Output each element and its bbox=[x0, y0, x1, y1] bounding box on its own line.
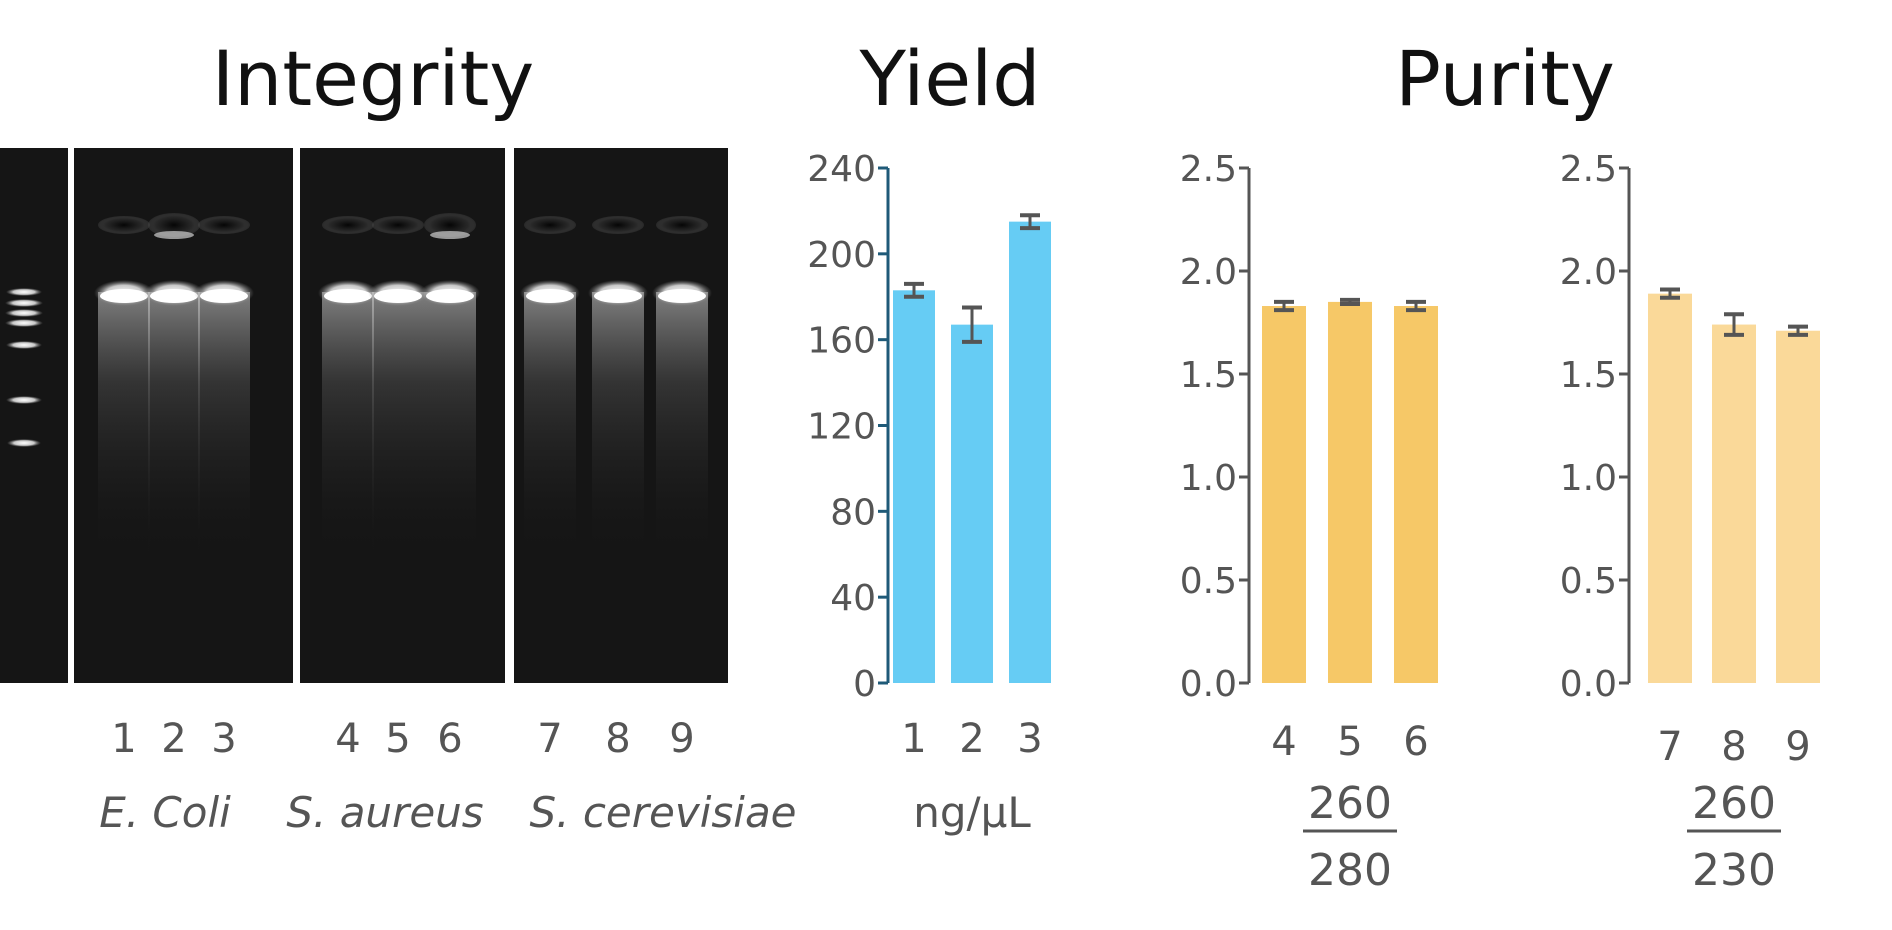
x-tick-label: 7 bbox=[1657, 724, 1682, 770]
gel-ladder-panel bbox=[0, 148, 68, 683]
error-bar bbox=[1340, 297, 1360, 306]
y-tick-label: 2.0 bbox=[1180, 252, 1237, 293]
y-tick-label: 2.5 bbox=[1560, 149, 1617, 190]
y-tick-label: 1.0 bbox=[1560, 458, 1617, 499]
error-bar bbox=[962, 305, 982, 344]
ratio-numerator: 260 bbox=[1308, 778, 1392, 829]
error-bar bbox=[1406, 299, 1426, 313]
purity-title: Purity bbox=[1395, 34, 1615, 123]
gel-lane bbox=[194, 216, 254, 552]
bar bbox=[1328, 301, 1372, 683]
x-tick-label: 8 bbox=[1721, 724, 1746, 770]
x-tick-label: 1 bbox=[901, 716, 926, 762]
lane-number: 2 bbox=[161, 716, 186, 762]
species-label: S. cerevisiae bbox=[529, 788, 796, 837]
x-tick-label: 5 bbox=[1337, 719, 1362, 765]
lane-number: 7 bbox=[537, 716, 562, 762]
y-tick-label: 200 bbox=[807, 235, 876, 276]
gel-lane bbox=[318, 216, 378, 552]
bar bbox=[1648, 293, 1692, 683]
error-bar bbox=[1660, 287, 1680, 300]
error-bar bbox=[1724, 312, 1744, 337]
x-tick-label: 9 bbox=[1785, 724, 1810, 770]
error-bar bbox=[904, 281, 924, 299]
bar bbox=[1009, 221, 1051, 684]
bar bbox=[1776, 330, 1820, 683]
lane-number: 3 bbox=[211, 716, 236, 762]
y-tick-label: 80 bbox=[830, 492, 876, 533]
ladder-band bbox=[7, 439, 41, 447]
y-tick-label: 1.0 bbox=[1180, 458, 1237, 499]
ratio-numerator: 260 bbox=[1692, 778, 1776, 829]
y-tick-label: 120 bbox=[807, 407, 876, 448]
ratio-denominator: 280 bbox=[1308, 845, 1392, 896]
lane-number: 8 bbox=[605, 716, 630, 762]
species-label: S. aureus bbox=[286, 788, 483, 837]
gel-lane bbox=[588, 216, 648, 552]
ladder-band bbox=[5, 319, 43, 327]
y-tick-label: 0 bbox=[853, 664, 876, 705]
gel-lane bbox=[368, 216, 428, 552]
gel-labels: 1 2 3 4 5 6 7 8 9 E. Coli S. aureus S. cerevisiae bbox=[99, 716, 796, 837]
y-tick-label: 2.0 bbox=[1560, 252, 1617, 293]
error-bar bbox=[1274, 299, 1294, 313]
lane-number: 1 bbox=[111, 716, 136, 762]
gel-lane bbox=[652, 216, 712, 552]
chart-1: 0 40 80 120 160 200 240 1 2 3 ng/μL bbox=[807, 149, 1051, 837]
gel-lane bbox=[520, 216, 580, 552]
x-tick-label: 6 bbox=[1403, 719, 1428, 765]
y-tick-label: 40 bbox=[830, 578, 876, 619]
lane-number: 6 bbox=[437, 716, 462, 762]
lane-number: 5 bbox=[385, 716, 410, 762]
gel-lane bbox=[420, 213, 480, 552]
y-tick-label: 0.5 bbox=[1560, 561, 1617, 602]
y-tick-label: 0.0 bbox=[1180, 664, 1237, 705]
y-tick-label: 0.0 bbox=[1560, 664, 1617, 705]
bar bbox=[1712, 324, 1756, 683]
bar bbox=[1394, 306, 1438, 683]
ratio-denominator: 230 bbox=[1692, 845, 1776, 896]
ladder-band bbox=[6, 341, 42, 349]
yield-title: Yield bbox=[859, 34, 1041, 123]
ladder-band bbox=[5, 309, 43, 317]
y-tick-label: 1.5 bbox=[1180, 355, 1237, 396]
ladder-band bbox=[5, 299, 43, 307]
lane-number: 4 bbox=[335, 716, 360, 762]
error-bar bbox=[1788, 324, 1808, 337]
lane-number: 9 bbox=[669, 716, 694, 762]
y-tick-label: 0.5 bbox=[1180, 561, 1237, 602]
gel-lane bbox=[144, 213, 204, 552]
gel-lane bbox=[94, 216, 154, 552]
ladder-band bbox=[6, 288, 42, 296]
y-tick-label: 240 bbox=[807, 149, 876, 190]
charts: 0 40 80 120 160 200 240 1 2 3 ng/μL 0.0 0.5 1.0 1.5 2.0… bbox=[807, 149, 1820, 896]
y-tick-label: 160 bbox=[807, 321, 876, 362]
x-tick-label: 2 bbox=[959, 716, 984, 762]
gel-image bbox=[0, 148, 728, 683]
bar bbox=[951, 324, 993, 683]
bar bbox=[893, 290, 935, 683]
y-tick-label: 1.5 bbox=[1560, 355, 1617, 396]
bar bbox=[1262, 306, 1306, 683]
x-tick-label: 4 bbox=[1271, 719, 1296, 765]
y-tick-label: 2.5 bbox=[1180, 149, 1237, 190]
x-tick-label: 3 bbox=[1017, 716, 1042, 762]
x-axis-label: ng/μL bbox=[913, 788, 1031, 837]
species-label: E. Coli bbox=[99, 788, 231, 837]
integrity-title: Integrity bbox=[212, 34, 535, 123]
ladder-band bbox=[6, 396, 42, 404]
error-bar bbox=[1020, 213, 1040, 231]
